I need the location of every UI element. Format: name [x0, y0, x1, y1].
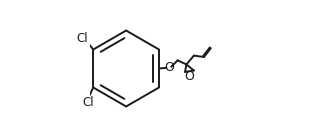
Text: Cl: Cl — [82, 96, 94, 109]
Text: Cl: Cl — [76, 32, 88, 45]
Text: O: O — [184, 70, 194, 83]
Text: O: O — [164, 61, 174, 74]
